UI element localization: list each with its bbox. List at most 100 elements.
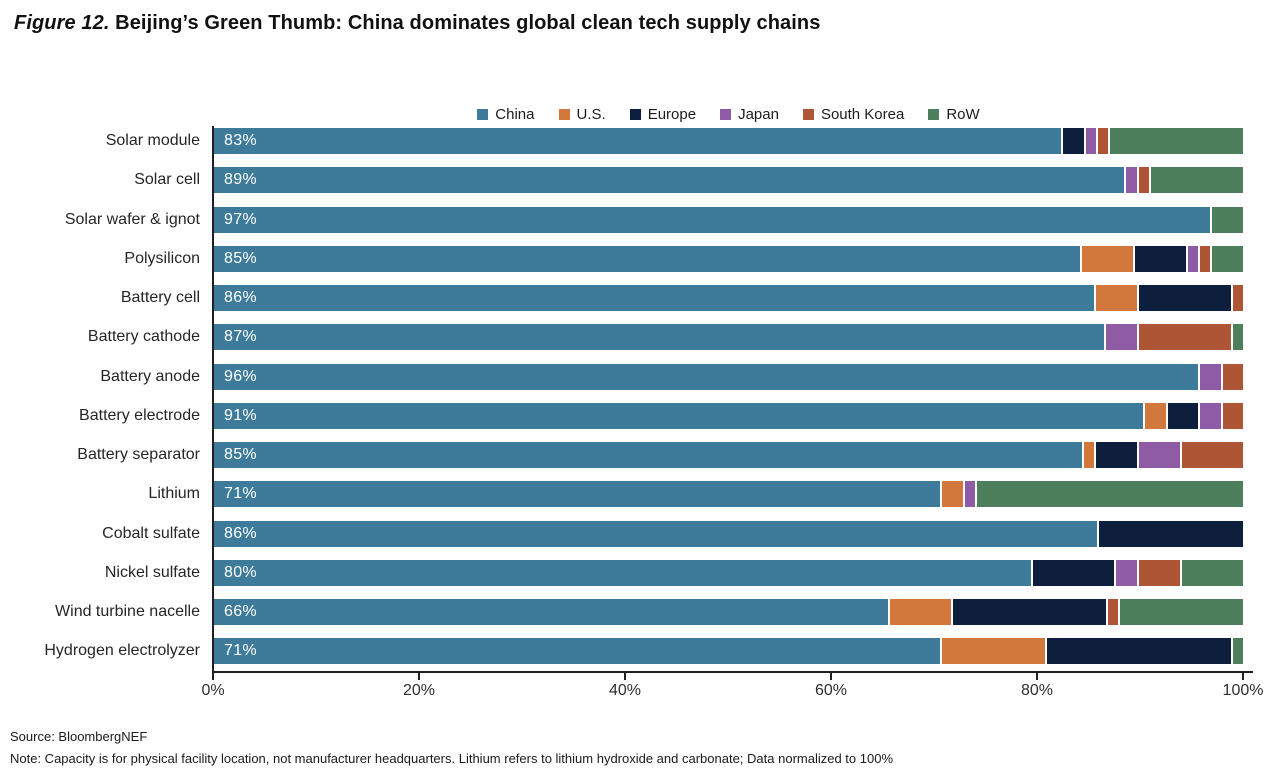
- x-tick-label: 60%: [814, 682, 848, 699]
- bar-segment-japan: [1200, 403, 1221, 429]
- bar-segment-south-korea: [1138, 560, 1180, 586]
- bar-value-label: 97%: [224, 211, 257, 228]
- bar-battery-separator: 85%: [214, 442, 1243, 468]
- bar-segment-europe: [1167, 403, 1199, 429]
- bar-wind-turbine-nacelle: 66%: [214, 599, 1243, 625]
- bar-segment-china: 80%: [214, 560, 1031, 586]
- x-tick-label: 40%: [608, 682, 642, 699]
- bar-segment-japan: [1106, 324, 1137, 350]
- bar-segment-europe: [953, 599, 1107, 625]
- category-label-nickel-sulfate: Nickel sulfate: [104, 564, 200, 581]
- category-label-battery-separator: Battery separator: [77, 446, 200, 463]
- bar-segment-japan: [1085, 128, 1097, 154]
- category-label-hydrogen-electrolyzer: Hydrogen electrolyzer: [44, 642, 200, 659]
- bar-lithium: 71%: [214, 481, 1243, 507]
- bar-value-label: 86%: [224, 289, 257, 306]
- bar-value-label: 89%: [224, 171, 257, 188]
- bar-segment-south-korea: [1138, 324, 1231, 350]
- bar-value-label: 85%: [224, 250, 257, 267]
- category-label-polysilicon: Polysilicon: [124, 250, 200, 267]
- bar-segment-row: [1212, 246, 1243, 272]
- bar-segment-u-s: [942, 481, 963, 507]
- bar-segment-row: [1110, 128, 1243, 154]
- bar-value-label: 80%: [224, 564, 257, 581]
- bar-segment-japan: [964, 481, 976, 507]
- row-legend-swatch: [928, 108, 940, 120]
- bar-segment-row: [1150, 167, 1243, 193]
- bar-battery-cathode: 87%: [214, 324, 1243, 350]
- bar-value-label: 86%: [224, 525, 257, 542]
- bar-segment-japan: [1116, 560, 1137, 586]
- bar-segment-japan: [1126, 167, 1137, 193]
- bar-battery-anode: 96%: [214, 364, 1243, 390]
- legend-label: China: [495, 105, 535, 123]
- bar-segment-u-s: [1082, 246, 1134, 272]
- bar-segment-row: [1232, 324, 1243, 350]
- bar-segment-south-korea: [1200, 246, 1211, 272]
- bar-segment-row: [1232, 638, 1243, 664]
- x-tick: [624, 673, 626, 680]
- x-tick-label: 100%: [1222, 682, 1264, 699]
- legend-label: RoW: [946, 105, 980, 123]
- category-label-solar-module: Solar module: [105, 132, 200, 149]
- legend-label: U.S.: [576, 105, 606, 123]
- bar-segment-china: 96%: [214, 364, 1198, 390]
- bar-segment-south-korea: [1138, 167, 1149, 193]
- bar-solar-module: 83%: [214, 128, 1243, 154]
- bar-segment-china: 85%: [214, 246, 1081, 272]
- category-label-cobalt-sulfate: Cobalt sulfate: [102, 525, 200, 542]
- japan-legend-swatch: [720, 108, 732, 120]
- category-label-solar-wafer-ignot: Solar wafer & ignot: [64, 211, 200, 228]
- figure-number: Figure 12.: [14, 12, 110, 34]
- bar-segment-china: 86%: [214, 285, 1094, 311]
- bar-value-label: 71%: [224, 485, 257, 502]
- bar-segment-europe: [1046, 638, 1231, 664]
- bar-cobalt-sulfate: 86%: [214, 521, 1243, 547]
- legend-item-south-korea: South Korea: [802, 106, 904, 123]
- y-axis-line: [212, 126, 214, 673]
- legend-item-row: RoW: [928, 105, 980, 123]
- bar-segment-row: [977, 481, 1243, 507]
- category-label-lithium: Lithium: [148, 485, 200, 502]
- x-tick: [212, 673, 214, 680]
- bar-nickel-sulfate: 80%: [214, 560, 1244, 586]
- category-label-battery-anode: Battery anode: [100, 368, 200, 385]
- bar-segment-south-korea: [1222, 364, 1243, 390]
- bar-segment-china: 85%: [214, 442, 1082, 468]
- bar-segment-u-s: [942, 638, 1045, 664]
- category-label-battery-cathode: Battery cathode: [87, 328, 200, 345]
- bar-segment-europe: [1063, 128, 1084, 154]
- bar-segment-europe: [1135, 246, 1187, 272]
- bar-battery-electrode: 91%: [214, 403, 1243, 429]
- bar-segment-china: 83%: [214, 128, 1062, 154]
- bar-value-label: 66%: [224, 603, 257, 620]
- x-axis-line: [212, 671, 1253, 673]
- x-tick-label: 80%: [1020, 682, 1054, 699]
- x-tick: [1036, 673, 1038, 680]
- bar-segment-china: 91%: [214, 403, 1144, 429]
- bar-segment-europe: [1096, 442, 1137, 468]
- legend-item-u-s: U.S.: [558, 105, 606, 123]
- bar-segment-china: 86%: [214, 521, 1098, 547]
- bar-segment-china: 71%: [214, 481, 941, 507]
- bar-segment-europe: [1138, 285, 1231, 311]
- x-tick: [1242, 673, 1244, 680]
- category-label-battery-electrode: Battery electrode: [79, 407, 200, 424]
- bar-segment-europe: [1032, 560, 1115, 586]
- bar-value-label: 87%: [224, 328, 257, 345]
- bar-segment-china: 66%: [214, 599, 888, 625]
- bar-segment-south-korea: [1181, 442, 1243, 468]
- category-label-battery-cell: Battery cell: [120, 289, 200, 306]
- legend-item-europe: Europe: [629, 106, 696, 123]
- china-legend-swatch: [477, 108, 489, 120]
- bar-segment-row: [1181, 560, 1244, 586]
- figure-title-text: Beijing’s Green Thumb: China dominates g…: [115, 12, 821, 34]
- bar-segment-south-korea: [1232, 285, 1243, 311]
- bar-segment-u-s: [1145, 403, 1166, 429]
- bar-segment-europe: [1099, 521, 1243, 547]
- bar-segment-u-s: [1095, 285, 1137, 311]
- bar-segment-japan: [1200, 364, 1221, 390]
- bar-segment-south-korea: [1222, 403, 1243, 429]
- south-korea-legend-swatch: [802, 108, 814, 120]
